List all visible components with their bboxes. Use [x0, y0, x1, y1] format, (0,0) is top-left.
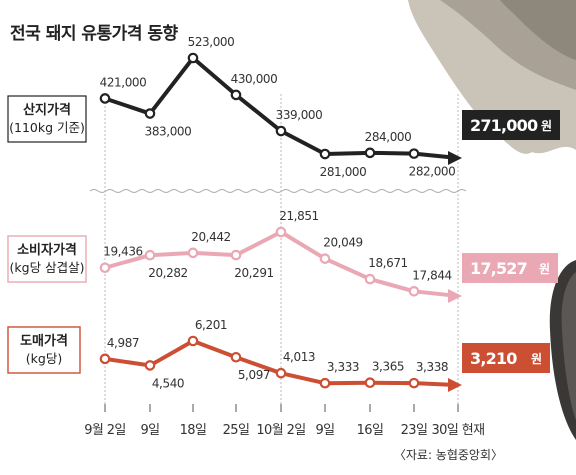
data-point	[99, 262, 111, 274]
data-label: 20,282	[148, 266, 188, 280]
x-tick-label: 9월 2일	[84, 423, 126, 438]
data-label: 523,000	[188, 35, 235, 49]
legend-consumer: 소비자가격 (kg당 삼겹살)	[7, 235, 87, 283]
final-unit: 원	[541, 119, 552, 133]
final-unit: 원	[539, 262, 550, 276]
final-value: 3,210	[470, 349, 517, 368]
data-point	[230, 351, 242, 363]
vertical-gridlines	[104, 94, 459, 410]
series-arrow-producer	[448, 151, 462, 165]
data-point	[319, 253, 331, 264]
data-label: 430,000	[231, 72, 278, 86]
final-value-box	[462, 253, 558, 283]
x-tick-label: 30일 현재	[432, 423, 485, 438]
series-arrow-wholesale	[448, 378, 462, 392]
section-divider	[89, 189, 467, 193]
data-label: 20,291	[234, 266, 274, 280]
data-point	[364, 377, 376, 389]
data-label: 20,049	[323, 236, 363, 250]
x-tick-label: 9일	[140, 423, 159, 438]
series-consumer: 19,436 20,282 20,442 20,291 21,851 20,049 18,6…	[99, 209, 558, 303]
data-point	[144, 360, 156, 371]
series-arrow-consumer	[448, 289, 462, 303]
series-producer: 421,000 383,000 523,000 430,000 339,000 281,0…	[100, 35, 560, 179]
legend-wholesale: 도매가격 (kg당)	[7, 326, 81, 374]
series-wholesale: 4,987 4,540 6,201 5,097 4,013 3,333 3,365 3,338…	[99, 318, 550, 392]
legend-producer-name: 산지가격	[23, 102, 71, 118]
data-label: 3,365	[372, 360, 404, 374]
data-point	[319, 377, 331, 389]
data-label: 383,000	[145, 125, 192, 139]
series-layer: 421,000 383,000 523,000 430,000 339,000 281,0…	[100, 35, 560, 392]
data-point	[99, 353, 111, 365]
data-point	[187, 335, 199, 347]
data-label: 20,442	[191, 230, 231, 244]
data-label: 281,000	[320, 165, 367, 179]
data-label: 4,013	[283, 350, 315, 364]
final-unit: 원	[531, 352, 542, 366]
data-point	[408, 148, 420, 159]
x-tick-label: 10월 2일	[256, 423, 305, 438]
legend-consumer-sub: (kg당 삼겹살)	[10, 260, 85, 275]
data-point	[99, 93, 111, 104]
data-point	[408, 286, 420, 297]
x-axis: 9월 2일 9일 18일 25일 10월 2일 9일 16일 23일 30일 현재	[84, 404, 485, 438]
data-point	[319, 148, 331, 160]
final-value: 271,000	[470, 116, 538, 135]
x-tick-label: 18일	[180, 423, 207, 438]
data-label: 21,851	[279, 209, 319, 223]
data-point	[230, 89, 242, 101]
data-point	[187, 52, 199, 64]
data-label: 3,333	[327, 360, 359, 374]
data-label: 4,540	[152, 376, 184, 390]
data-label: 4,987	[107, 336, 139, 350]
data-label: 5,097	[238, 368, 270, 382]
x-tick-label: 16일	[357, 423, 384, 438]
data-point	[187, 247, 199, 259]
legend-consumer-name: 소비자가격	[17, 243, 77, 258]
data-label: 3,338	[416, 360, 448, 374]
data-label: 17,844	[412, 268, 452, 282]
legend-producer: 산지가격 (110kg 기준)	[7, 95, 87, 143]
data-point	[364, 147, 376, 159]
data-point	[364, 273, 376, 285]
legend-wholesale-name: 도매가격	[20, 334, 68, 349]
data-label: 339,000	[276, 108, 323, 122]
data-label: 284,000	[365, 130, 412, 144]
data-label: 282,000	[409, 165, 456, 179]
data-label: 421,000	[100, 75, 147, 89]
x-tick-label: 9일	[315, 423, 334, 438]
data-label: 19,436	[103, 245, 143, 259]
chart-title: 전국 돼지 유통가격 동향	[10, 23, 179, 44]
final-value: 17,527	[470, 259, 527, 278]
data-point	[275, 125, 287, 137]
legend-wholesale-sub: (kg당)	[26, 351, 62, 366]
x-tick-label: 23일	[401, 423, 428, 438]
data-label: 6,201	[195, 318, 227, 332]
data-point	[275, 226, 287, 238]
data-point	[275, 367, 287, 379]
data-point	[230, 249, 242, 261]
data-point	[144, 108, 156, 119]
final-value-box	[462, 343, 550, 373]
legend-producer-sub: (110kg 기준)	[9, 120, 85, 135]
data-point	[144, 249, 156, 261]
source-note: 〈자료: 농협중앙회〉	[394, 448, 503, 462]
x-tick-label: 25일	[223, 423, 250, 438]
data-label: 18,671	[368, 256, 408, 270]
final-value-box	[462, 110, 560, 140]
data-point	[408, 377, 420, 389]
